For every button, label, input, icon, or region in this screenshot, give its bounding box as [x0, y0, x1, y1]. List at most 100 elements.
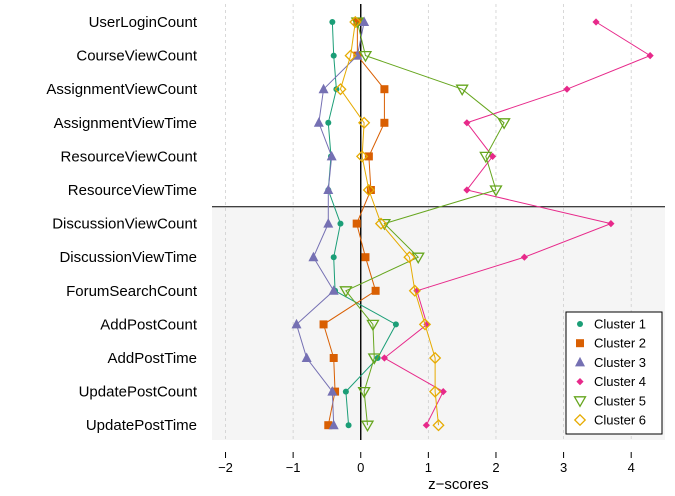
data-point [359, 16, 370, 26]
data-point [479, 151, 493, 164]
data-point [329, 19, 336, 25]
legend-marker [576, 339, 584, 348]
data-point [339, 286, 353, 298]
data-point [355, 150, 369, 163]
data-point [345, 422, 352, 429]
data-point [318, 83, 329, 94]
data-point [429, 351, 442, 365]
data-point [455, 84, 469, 96]
series-6 [334, 15, 445, 432]
data-point [329, 354, 338, 362]
legend-label: Cluster 4 [594, 374, 646, 389]
data-point [380, 85, 389, 94]
category-label: AddPostTime [108, 350, 197, 367]
legend-marker [575, 356, 585, 367]
data-point [327, 386, 338, 396]
data-point [358, 50, 373, 63]
data-point [413, 287, 421, 295]
data-point [392, 321, 399, 328]
data-point [358, 116, 371, 129]
data-point [328, 285, 339, 295]
x-axis-title: z−scores [428, 476, 488, 493]
legend: Cluster 1 Cluster 2 Cluster 3 Cluster 4 Clus… [565, 311, 663, 435]
category-label: UpdatePostTime [86, 417, 197, 434]
data-point [432, 419, 445, 432]
data-point [489, 185, 503, 197]
data-point [463, 186, 471, 194]
series-4 [380, 18, 654, 429]
data-point [367, 353, 381, 365]
data-point [361, 253, 370, 262]
series-line [345, 21, 505, 426]
legend-box [565, 311, 663, 435]
data-point [607, 220, 615, 228]
data-point [422, 421, 430, 429]
x-tick-label: 1 [425, 460, 432, 475]
data-point [323, 218, 334, 228]
category-label: DiscussionViewCount [52, 216, 198, 233]
x-tick-label: −1 [286, 460, 301, 475]
category-label: UpdatePostCount [79, 384, 198, 401]
data-point [330, 254, 337, 261]
data-point [646, 52, 654, 60]
legend-label: Cluster 5 [594, 393, 646, 408]
data-point [313, 117, 324, 127]
data-point [463, 119, 471, 127]
data-point [334, 83, 347, 96]
x-tick-label: 4 [628, 460, 635, 475]
data-point [374, 217, 388, 230]
category-label: CourseViewCount [76, 48, 197, 65]
legend-marker [576, 378, 584, 386]
data-point [380, 354, 389, 362]
category-label: DiscussionViewTime [59, 249, 197, 266]
data-point [325, 119, 332, 126]
category-label: AssignmentViewCount [46, 81, 197, 98]
data-point [333, 86, 340, 93]
data-point [362, 183, 375, 197]
data-point [337, 220, 344, 227]
category-label: ForumSearchCount [66, 283, 198, 300]
data-point [439, 388, 447, 396]
category-label: UserLoginCount [89, 14, 198, 31]
data-point [291, 318, 302, 329]
x-tick-label: −2 [218, 460, 233, 475]
category-label: ResourceViewTime [68, 182, 197, 199]
data-point [563, 85, 571, 93]
data-point [323, 184, 334, 194]
data-point [319, 320, 328, 329]
category-label: AssignmentViewTime [54, 115, 197, 132]
x-tick-label: 3 [560, 460, 567, 475]
legend-label: Cluster 6 [594, 413, 646, 428]
legend-label: Cluster 2 [594, 336, 646, 351]
data-point [366, 319, 380, 332]
data-point [308, 251, 319, 262]
data-point [371, 286, 380, 295]
category-label: AddPostCount [100, 316, 198, 333]
data-point [344, 49, 357, 62]
data-point [357, 386, 371, 399]
data-point [364, 152, 373, 161]
data-point [366, 186, 375, 194]
legend-label: Cluster 1 [594, 317, 646, 332]
data-point [497, 118, 511, 130]
data-point [326, 150, 337, 161]
data-point [408, 284, 421, 297]
data-point [418, 318, 432, 331]
data-point [411, 252, 425, 264]
data-point [324, 421, 333, 430]
category-label: ResourceViewCount [61, 148, 198, 165]
data-point [380, 118, 389, 127]
legend-marker [573, 413, 587, 427]
x-tick-label: 2 [492, 460, 499, 475]
data-point [520, 253, 528, 261]
legend-marker [573, 396, 587, 408]
data-point [342, 388, 349, 395]
series-line [339, 21, 439, 426]
data-point [330, 52, 337, 59]
data-point [360, 420, 375, 432]
data-point [429, 385, 442, 398]
data-point [403, 251, 416, 264]
data-point [423, 320, 431, 328]
